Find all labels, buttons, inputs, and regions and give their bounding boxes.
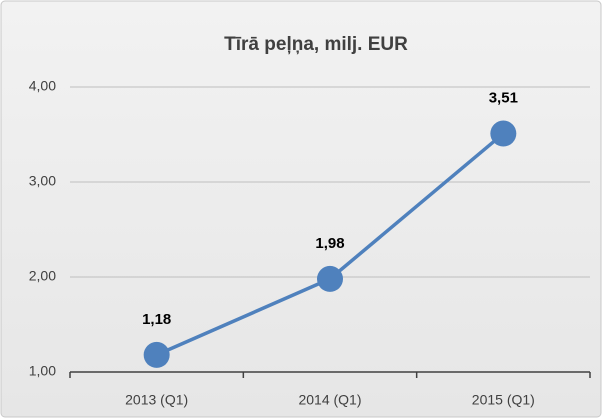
x-tick-label: 2014 (Q1) — [298, 392, 361, 408]
y-tick-label: 1,00 — [29, 363, 56, 379]
x-tick-label: 2015 (Q1) — [472, 392, 535, 408]
y-tick-label: 2,00 — [29, 268, 56, 284]
y-tick-label: 4,00 — [29, 78, 56, 94]
chart-title: Tīrā peļņa, milj. EUR — [224, 34, 408, 55]
data-point — [143, 341, 170, 368]
data-label: 1,18 — [142, 311, 171, 328]
data-point — [490, 120, 517, 147]
x-tick-label: 2013 (Q1) — [125, 392, 188, 408]
data-point — [317, 265, 343, 292]
data-label: 1,98 — [315, 235, 344, 252]
data-label: 3,51 — [489, 90, 518, 107]
y-tick-label: 3,00 — [29, 173, 56, 189]
